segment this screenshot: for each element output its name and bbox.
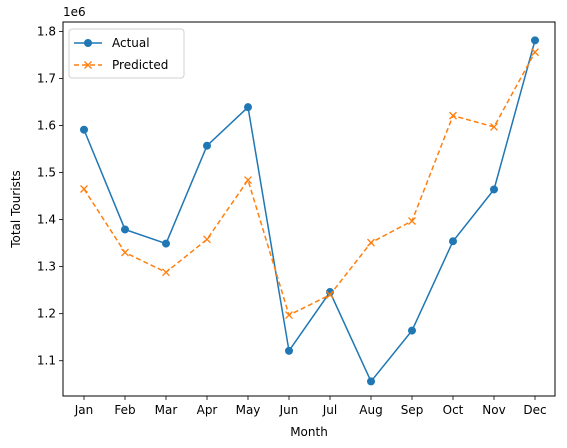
actual-point-jun [285, 346, 293, 355]
actual-point-feb [121, 225, 129, 234]
actual-point-nov [490, 185, 498, 194]
x-tick-label-jan: Jan [74, 403, 94, 417]
actual-point-apr [203, 141, 211, 150]
actual-point-jul [326, 288, 334, 297]
actual-point-oct [449, 237, 457, 246]
x-tick-label-mar: Mar [155, 403, 178, 417]
x-tick-label-may: May [236, 403, 261, 417]
y-tick-label-4: 1.5 [37, 166, 56, 180]
y-tick-label-1: 1.2 [37, 307, 56, 321]
legend-predicted-label: Predicted [112, 58, 168, 72]
x-tick-label-sep: Sep [401, 403, 424, 417]
legend-predicted-marker [84, 61, 92, 69]
actual-series-line [83, 40, 536, 383]
y-tick-label-3: 1.4 [37, 213, 56, 227]
x-tick-label-jun: Jun [279, 403, 299, 417]
predicted-point-sep [408, 217, 416, 225]
predicted-series-line [83, 51, 536, 317]
x-tick-label-feb: Feb [114, 403, 135, 417]
x-tick-label-nov: Nov [482, 403, 505, 417]
predicted-point-may [244, 176, 252, 185]
predicted-point-dec [531, 48, 539, 57]
actual-point-aug [367, 377, 375, 386]
x-tick-label-aug: Aug [359, 403, 382, 417]
y-axis-label: Total Tourists [9, 170, 23, 249]
y-tick-label-2: 1.3 [37, 260, 56, 274]
legend-box [68, 28, 185, 79]
plot-frame [62, 21, 556, 397]
actual-point-mar [162, 239, 170, 248]
predicted-point-jul [326, 290, 334, 299]
legend-actual-marker [84, 39, 92, 47]
actual-point-may [244, 103, 252, 112]
y-tick-label-0: 1.1 [37, 354, 56, 368]
predicted-point-jan [80, 185, 88, 193]
x-tick-label-oct: Oct [443, 403, 464, 417]
x-tick-label-jul: Jul [322, 403, 337, 417]
predicted-point-oct [449, 111, 457, 120]
y-offset-label: 1e6 [63, 5, 86, 19]
y-tick-label-5: 1.6 [37, 118, 56, 132]
x-tick-label-apr: Apr [197, 403, 218, 417]
legend-actual-label: Actual [112, 36, 150, 50]
predicted-point-nov [490, 122, 498, 131]
ticks-layer: Jan Feb Mar Apr May Jun Jul Aug Sep Oct Nov Dec 1.1 1… [37, 24, 547, 417]
y-tick-label-6: 1.7 [37, 71, 56, 85]
predicted-point-mar [162, 268, 170, 277]
actual-point-jan [80, 125, 88, 134]
y-tick-label-7: 1.8 [37, 24, 56, 38]
x-tick-label-dec: Dec [523, 403, 546, 417]
actual-point-dec [531, 36, 539, 45]
legend: Actual Predicted [68, 28, 185, 79]
actual-point-sep [408, 326, 416, 335]
predicted-point-jun [285, 311, 293, 320]
x-axis-label: Month [290, 425, 328, 439]
predicted-point-apr [203, 235, 211, 244]
predicted-point-feb [121, 248, 129, 257]
series-layer [80, 36, 539, 386]
predicted-point-aug [367, 238, 375, 247]
